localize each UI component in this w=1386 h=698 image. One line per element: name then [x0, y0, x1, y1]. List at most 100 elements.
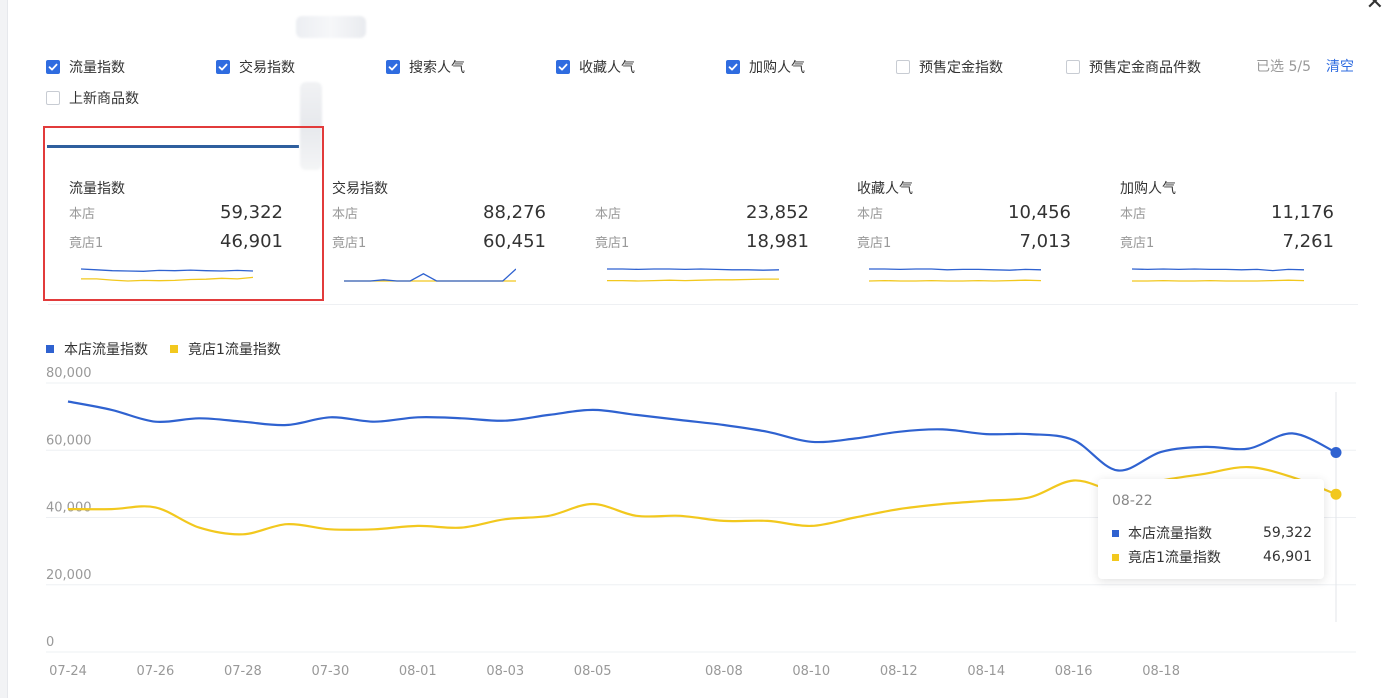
own-store-label: 本店 — [595, 207, 622, 222]
metric-card-trade[interactable]: 交易指数 本店 88,276 竟店1 60,451 — [332, 178, 570, 308]
rival-store-label: 竟店1 — [595, 236, 630, 251]
metric-card-traffic[interactable]: 流量指数 本店 59,322 竟店1 46,901 — [69, 178, 307, 308]
rival-store-value: 46,901 — [220, 231, 283, 252]
own-store-label: 本店 — [1120, 207, 1147, 222]
legend-label: 竟店1流量指数 — [188, 342, 281, 358]
x-tick-label: 08-01 — [399, 664, 437, 679]
checkmark-icon — [48, 63, 58, 71]
own-store-value: 10,456 — [1008, 202, 1071, 223]
own-store-value: 59,322 — [220, 202, 283, 223]
x-tick-label: 08-12 — [880, 664, 918, 679]
checkmark-icon — [218, 63, 228, 71]
x-tick-label: 08-16 — [1055, 664, 1093, 679]
rival-store-value: 60,451 — [483, 231, 546, 252]
tooltip-value: 46,901 — [1263, 549, 1312, 565]
own-store-value: 88,276 — [483, 202, 546, 223]
legend-label: 本店流量指数 — [64, 342, 148, 358]
metric-card-cart[interactable]: 加购人气 本店 11,176 竟店1 7,261 — [1120, 178, 1358, 308]
checkbox-trade-index[interactable]: 交易指数 — [216, 57, 295, 77]
tooltip-swatch — [1112, 529, 1119, 537]
own-store-label: 本店 — [69, 207, 96, 222]
sparkline — [607, 268, 779, 282]
tooltip-row: 竟店1流量指数 46,901 — [1112, 547, 1312, 567]
chart-tooltip: 08-22 本店流量指数 59,322 竟店1流量指数 46,901 — [1098, 479, 1324, 579]
checkbox-icon — [46, 91, 60, 105]
tooltip-date: 08-22 — [1112, 493, 1153, 509]
data-point-own[interactable] — [1330, 447, 1342, 459]
tooltip-row: 本店流量指数 59,322 — [1112, 523, 1312, 543]
sparkline-own — [1132, 268, 1304, 272]
chart-legend: 本店流量指数 竟店1流量指数 — [46, 339, 303, 359]
checkbox-favorite-popularity[interactable]: 收藏人气 — [556, 57, 635, 77]
close-icon[interactable]: ✕ — [1365, 0, 1384, 15]
checkbox-traffic-index[interactable]: 流量指数 — [46, 57, 125, 77]
metric-card-favorite[interactable]: 收藏人气 本店 10,456 竟店1 7,013 — [857, 178, 1095, 308]
checkbox-label: 搜索人气 — [409, 60, 465, 76]
tooltip-swatch — [1112, 553, 1119, 561]
tooltip-value: 59,322 — [1263, 525, 1312, 541]
rival-store-label: 竟店1 — [857, 236, 892, 251]
clear-button[interactable]: 清空 — [1326, 59, 1354, 75]
sparkline — [869, 268, 1041, 282]
card-title: 加购人气 — [1120, 181, 1176, 197]
x-tick-label: 07-26 — [137, 664, 175, 679]
sparkline-own — [81, 268, 253, 272]
sparkline-rival — [81, 276, 253, 282]
sparkline — [81, 268, 253, 282]
checkbox-icon — [556, 60, 570, 74]
y-tick-label: 20,000 — [46, 568, 92, 583]
own-store-label: 本店 — [857, 207, 884, 222]
checkbox-label: 上新商品数 — [69, 91, 139, 107]
checkmark-icon — [728, 63, 738, 71]
x-tick-label: 08-03 — [486, 664, 524, 679]
y-tick-label: 80,000 — [46, 366, 92, 381]
sparkline-own — [869, 268, 1041, 271]
sparkline-own — [344, 268, 516, 282]
checkbox-presale-item-count[interactable]: 预售定金商品件数 — [1066, 57, 1201, 77]
checkbox-icon — [46, 60, 60, 74]
rival-store-value: 7,261 — [1282, 231, 1334, 252]
rival-store-label: 竟店1 — [69, 236, 104, 251]
x-tick-label: 08-14 — [967, 664, 1005, 679]
x-tick-label: 07-28 — [224, 664, 262, 679]
series-line-own — [67, 400, 1337, 472]
active-card-indicator — [47, 145, 299, 148]
y-tick-label: 60,000 — [46, 433, 92, 448]
checkbox-label: 预售定金指数 — [919, 60, 1003, 76]
active-card-highlight — [43, 126, 324, 301]
checkbox-presale-deposit-index[interactable]: 预售定金指数 — [896, 57, 1003, 77]
legend-swatch — [170, 345, 178, 353]
checkmark-icon — [558, 63, 568, 71]
sparkline — [344, 268, 516, 282]
checkbox-icon — [386, 60, 400, 74]
metric-card-search[interactable]: 本店 23,852 竟店1 18,981 — [595, 178, 833, 308]
legend-item-rival[interactable]: 竟店1流量指数 — [170, 339, 281, 359]
rival-store-label: 竟店1 — [332, 236, 367, 251]
checkbox-new-items[interactable]: 上新商品数 — [46, 88, 139, 108]
card-title: 交易指数 — [332, 181, 388, 197]
own-store-value: 11,176 — [1271, 202, 1334, 223]
checkbox-label: 预售定金商品件数 — [1089, 60, 1201, 76]
checkbox-icon — [216, 60, 230, 74]
checkbox-search-popularity[interactable]: 搜索人气 — [386, 57, 465, 77]
checkmark-icon — [388, 63, 398, 71]
checkbox-cart-popularity[interactable]: 加购人气 — [726, 57, 805, 77]
rival-store-value: 7,013 — [1019, 231, 1071, 252]
sparkline-own — [607, 268, 779, 271]
sparkline — [1132, 268, 1304, 282]
checkbox-label: 加购人气 — [749, 60, 805, 76]
x-tick-label: 07-24 — [49, 664, 87, 679]
sparkline-rival — [869, 279, 1041, 282]
y-tick-label: 40,000 — [46, 501, 92, 516]
x-tick-label: 08-08 — [705, 664, 743, 679]
legend-item-own[interactable]: 本店流量指数 — [46, 339, 148, 359]
sparkline-rival — [1132, 279, 1304, 282]
tooltip-label: 竟店1流量指数 — [1128, 550, 1221, 566]
divider — [48, 304, 1358, 305]
legend-swatch — [46, 345, 54, 353]
checkbox-icon — [1066, 60, 1080, 74]
checkbox-label: 交易指数 — [239, 60, 295, 76]
sparkline-rival — [607, 278, 779, 282]
own-store-value: 23,852 — [746, 202, 809, 223]
data-point-rival[interactable] — [1330, 488, 1342, 500]
